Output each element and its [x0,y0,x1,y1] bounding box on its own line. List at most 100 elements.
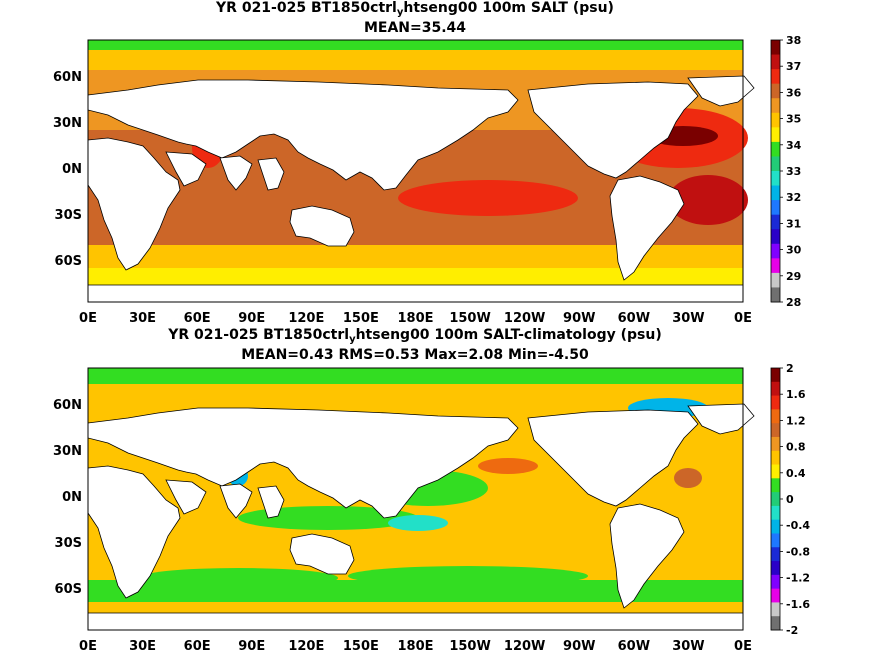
bottom-lat-label: 60N [53,398,82,413]
colorbar-top-label: 32 [786,191,801,204]
bottom-lon-label: 60W [618,639,650,654]
top-lat-label: 30S [55,208,82,223]
top-lon-label: 90E [238,311,265,326]
top-lat-label: 0N [62,162,82,177]
colorbar-top-swatch [771,258,780,274]
bottom-lat-label: 30N [53,444,82,459]
bottom-lon-label: 150E [343,639,379,654]
colorbar-bottom-label: 0.8 [786,441,806,454]
colorbar-top-swatch [771,200,780,216]
bottom-lon-label: 180E [397,639,433,654]
colorbar-bottom-swatch [771,533,780,548]
colorbar-bottom-label: -1.2 [786,572,810,585]
colorbar-bottom-label: -0.8 [786,545,810,558]
colorbar-top-label: 36 [786,86,802,99]
colorbar-bottom-label: -0.4 [786,519,810,532]
colorbar-bottom-label: 2 [786,362,794,375]
colorbar-top-label: 28 [786,296,801,309]
bottom-lon-label: 60E [184,639,211,654]
top-lon-label: 30E [129,311,156,326]
axis-labels-bottom: 60N 30N 0N 30S 60S 0E 30E 60E 90E 120E 150E 180E 150… [53,398,752,654]
colorbar-bottom-swatch [771,505,780,521]
colorbar-bottom-swatch [771,464,780,479]
colorbar-bottom-swatch [771,547,780,562]
top-lat-label: 60S [55,254,82,269]
bottom-lon-label: 120E [288,639,324,654]
bottom-lon-label: 120W [504,639,545,654]
colorbar-top-swatch [771,287,780,303]
colorbar-top: 38 37 36 35 34 33 32 31 30 29 28 [770,34,802,309]
colorbar-top-label: 38 [786,34,801,47]
top-lon-label: 60E [184,311,211,326]
colorbar-bottom-label: -2 [786,624,798,637]
colorbar-top-swatch [771,83,780,99]
colorbar-bottom-swatch [771,616,780,631]
top-lon-label: 30W [672,311,704,326]
top-lon-label: 180E [397,311,433,326]
colorbar-bottom-label: 0 [786,493,794,506]
colorbar-top-swatch [771,243,780,259]
colorbar-top-swatch [771,141,780,157]
axis-labels-top: 60N 30N 0N 30S 60S 0E 30E 60E 90E 120E 150E 180E 150… [53,70,752,326]
colorbar-top-swatch [771,156,780,172]
colorbar-top-swatch [771,229,780,245]
colorbar-bottom-label: 0.4 [786,467,806,480]
colorbar-bottom-swatch [771,409,780,424]
colorbar-bottom: 2 1.6 1.2 0.8 0.4 0 -0.4 -0.8 -1.2 -1.6 -2 [770,362,810,637]
colorbar-top-label: 29 [786,270,801,283]
colorbar-top-label: 34 [786,139,802,152]
colorbar-top-swatch [771,98,780,114]
colorbar-bottom-swatch [771,519,780,534]
colorbar-bottom-swatch [771,368,780,383]
colorbar-bottom-swatch [771,602,780,617]
colorbar-top-swatch [771,171,780,187]
colorbar-bottom-swatch [771,450,780,466]
bottom-lat-label: 30S [55,536,82,551]
colorbar-bottom-label: 1.6 [786,388,806,401]
map-stats-top: MEAN=35.44 [363,20,467,36]
map-title-bottom: YR 021-025 BT1850ctrlyhtseng00 100m SALT… [168,327,662,345]
top-lon-label: 150E [343,311,379,326]
map-stats-bottom: MEAN=0.43 RMS=0.53 Max=2.08 Min=-4.50 [241,347,589,363]
colorbar-top-label: 35 [786,113,801,126]
bottom-lon-label: 30W [672,639,704,654]
bottom-lon-label: 150W [449,639,490,654]
colorbar-bottom-swatch [771,588,780,603]
colorbar-top-label: 30 [786,244,802,257]
colorbar-top-swatch [771,272,780,288]
colorbar-top-swatch [771,214,780,230]
bottom-lon-label: 30E [129,639,156,654]
colorbar-top-swatch [771,185,780,201]
bottom-lon-label: 0E [734,639,752,654]
colorbar-bottom-swatch [771,381,780,397]
colorbar-bottom-swatch [771,561,780,576]
top-lon-label: 150W [449,311,490,326]
colorbar-top-label: 31 [786,217,801,230]
top-lat-label: 60N [53,70,82,85]
top-lat-label: 30N [53,116,82,131]
colorbar-top-label: 33 [786,165,801,178]
map-top [87,39,755,303]
colorbar-top-swatch [771,112,780,128]
bottom-lat-label: 0N [62,490,82,505]
colorbar-top-label: 37 [786,60,801,73]
colorbar-top-swatch [771,40,780,56]
map-title-top: YR 021-025 BT1850ctrlyhtseng00 100m SALT… [216,0,614,18]
bottom-lon-label: 90E [238,639,265,654]
colorbar-top-swatch [771,54,780,70]
bottom-lon-label: 0E [79,639,97,654]
colorbar-bottom-label: -1.6 [786,598,810,611]
top-lon-label: 0E [734,311,752,326]
top-lon-label: 90W [563,311,595,326]
colorbar-bottom-swatch [771,423,780,438]
colorbar-bottom-label: 1.2 [786,414,806,427]
colorbar-bottom-swatch [771,436,780,452]
colorbar-top-swatch [771,127,780,143]
map-bottom [87,367,755,631]
bottom-lon-label: 90W [563,639,595,654]
bottom-lat-label: 60S [55,582,82,597]
colorbar-bottom-swatch [771,574,780,590]
colorbar-bottom-swatch [771,478,780,493]
top-lon-label: 0E [79,311,97,326]
colorbar-top-swatch [771,69,780,85]
